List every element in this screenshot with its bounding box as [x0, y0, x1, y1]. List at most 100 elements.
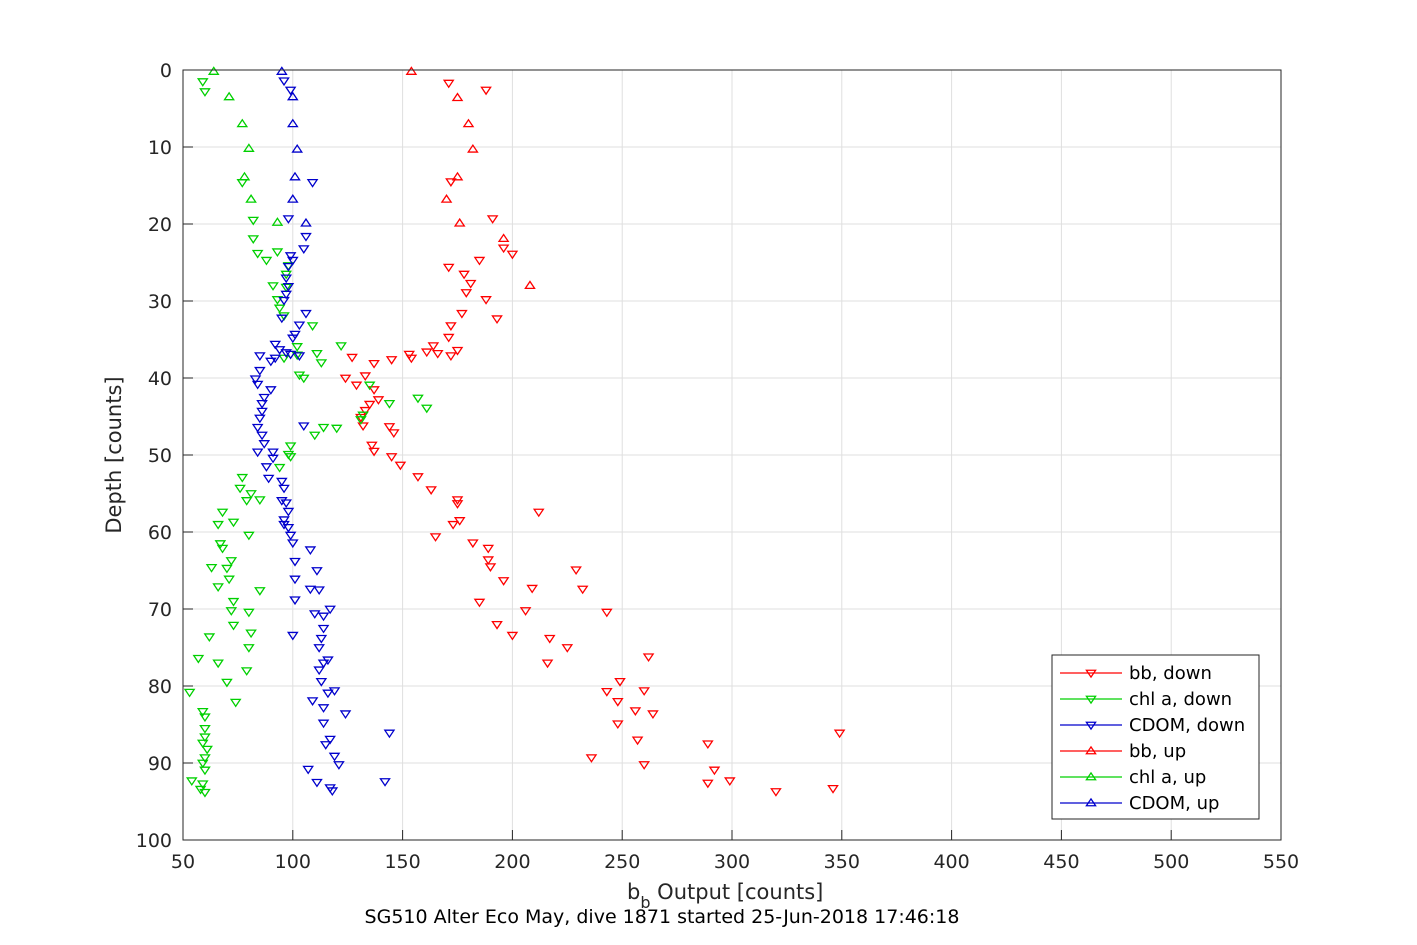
- data-point: [280, 499, 293, 509]
- data-point: [506, 250, 519, 260]
- data-point: [282, 262, 295, 272]
- data-point: [245, 490, 257, 499]
- data-point: [445, 322, 457, 331]
- data-point: [335, 342, 347, 351]
- data-point: [368, 447, 380, 457]
- data-point: [379, 778, 391, 787]
- data-point: [293, 321, 306, 331]
- data-point: [317, 423, 330, 433]
- data-point: [260, 256, 273, 266]
- data-point: [570, 566, 582, 576]
- x-tick-label: 100: [275, 851, 311, 873]
- data-point: [306, 697, 319, 706]
- data-point: [289, 171, 301, 181]
- data-point: [372, 396, 385, 405]
- data-point: [576, 585, 589, 595]
- data-point: [258, 440, 271, 449]
- data-point: [286, 91, 299, 101]
- data-point: [203, 633, 216, 643]
- y-tick-label: 30: [148, 291, 172, 313]
- data-point: [254, 366, 266, 376]
- y-tick-label: 20: [148, 214, 172, 236]
- data-point: [280, 274, 293, 284]
- data-point: [304, 585, 317, 595]
- data-point: [223, 575, 235, 585]
- data-point: [383, 423, 396, 432]
- data-point: [497, 244, 510, 254]
- data-point: [271, 248, 284, 258]
- series-chl-a-up: [207, 66, 284, 226]
- data-point: [282, 282, 295, 292]
- data-point: [385, 356, 398, 365]
- data-point: [440, 194, 453, 203]
- data-point: [611, 720, 624, 730]
- legend-label: chl a, down: [1129, 689, 1232, 710]
- data-point: [308, 431, 321, 441]
- data-point: [183, 688, 196, 698]
- y-tick-label: 50: [148, 445, 172, 467]
- x-tick-label: 550: [1263, 851, 1299, 873]
- data-point: [385, 453, 398, 462]
- data-point: [420, 404, 433, 414]
- data-point: [702, 779, 714, 789]
- data-point: [284, 531, 297, 541]
- series-cdom-up: [276, 66, 312, 227]
- data-point: [506, 631, 519, 641]
- x-axis-label-main: b: [627, 880, 640, 904]
- data-point: [368, 386, 380, 395]
- data-point: [614, 677, 626, 687]
- data-point: [311, 567, 323, 576]
- data-point: [317, 612, 330, 622]
- data-point: [225, 557, 238, 566]
- data-point: [236, 118, 249, 128]
- data-point: [357, 422, 369, 432]
- x-tick-label: 350: [824, 851, 860, 873]
- x-axis-label: bb Output [counts]: [627, 880, 823, 912]
- data-point: [212, 583, 224, 592]
- data-point: [199, 766, 211, 776]
- data-point: [601, 687, 613, 697]
- data-point: [297, 422, 310, 432]
- data-point: [702, 740, 714, 750]
- data-point: [647, 710, 659, 720]
- data-point: [363, 400, 376, 410]
- data-point: [315, 634, 328, 644]
- data-point: [262, 474, 275, 484]
- data-point: [234, 484, 246, 494]
- data-point: [212, 659, 224, 669]
- data-point: [254, 414, 266, 424]
- y-tick-label: 70: [148, 599, 172, 621]
- data-point: [251, 249, 264, 259]
- data-point: [445, 178, 457, 187]
- y-tick-label: 100: [136, 830, 172, 852]
- data-point: [458, 270, 470, 280]
- data-point: [462, 118, 475, 128]
- data-point: [319, 741, 332, 750]
- data-point: [297, 245, 310, 254]
- data-point: [412, 394, 424, 404]
- data-point: [333, 761, 345, 770]
- data-point: [280, 290, 293, 300]
- data-point: [346, 353, 358, 363]
- data-point: [273, 304, 286, 314]
- data-point: [482, 544, 495, 554]
- data-point: [278, 354, 290, 364]
- data-point: [260, 463, 273, 472]
- data-point: [541, 659, 554, 669]
- data-point: [543, 634, 556, 644]
- x-tick-label: 300: [714, 851, 750, 873]
- y-tick-label: 10: [148, 137, 172, 159]
- data-point: [286, 118, 299, 128]
- data-point: [282, 523, 295, 533]
- data-point: [278, 77, 290, 87]
- x-tick-label: 250: [604, 851, 640, 873]
- data-point: [315, 677, 328, 687]
- data-point: [282, 215, 295, 224]
- data-point: [229, 698, 242, 708]
- data-point: [420, 348, 433, 358]
- data-point: [306, 179, 319, 188]
- data-point: [442, 263, 455, 273]
- series-bb-up: [405, 66, 536, 290]
- data-point: [383, 729, 396, 739]
- data-point: [355, 416, 367, 425]
